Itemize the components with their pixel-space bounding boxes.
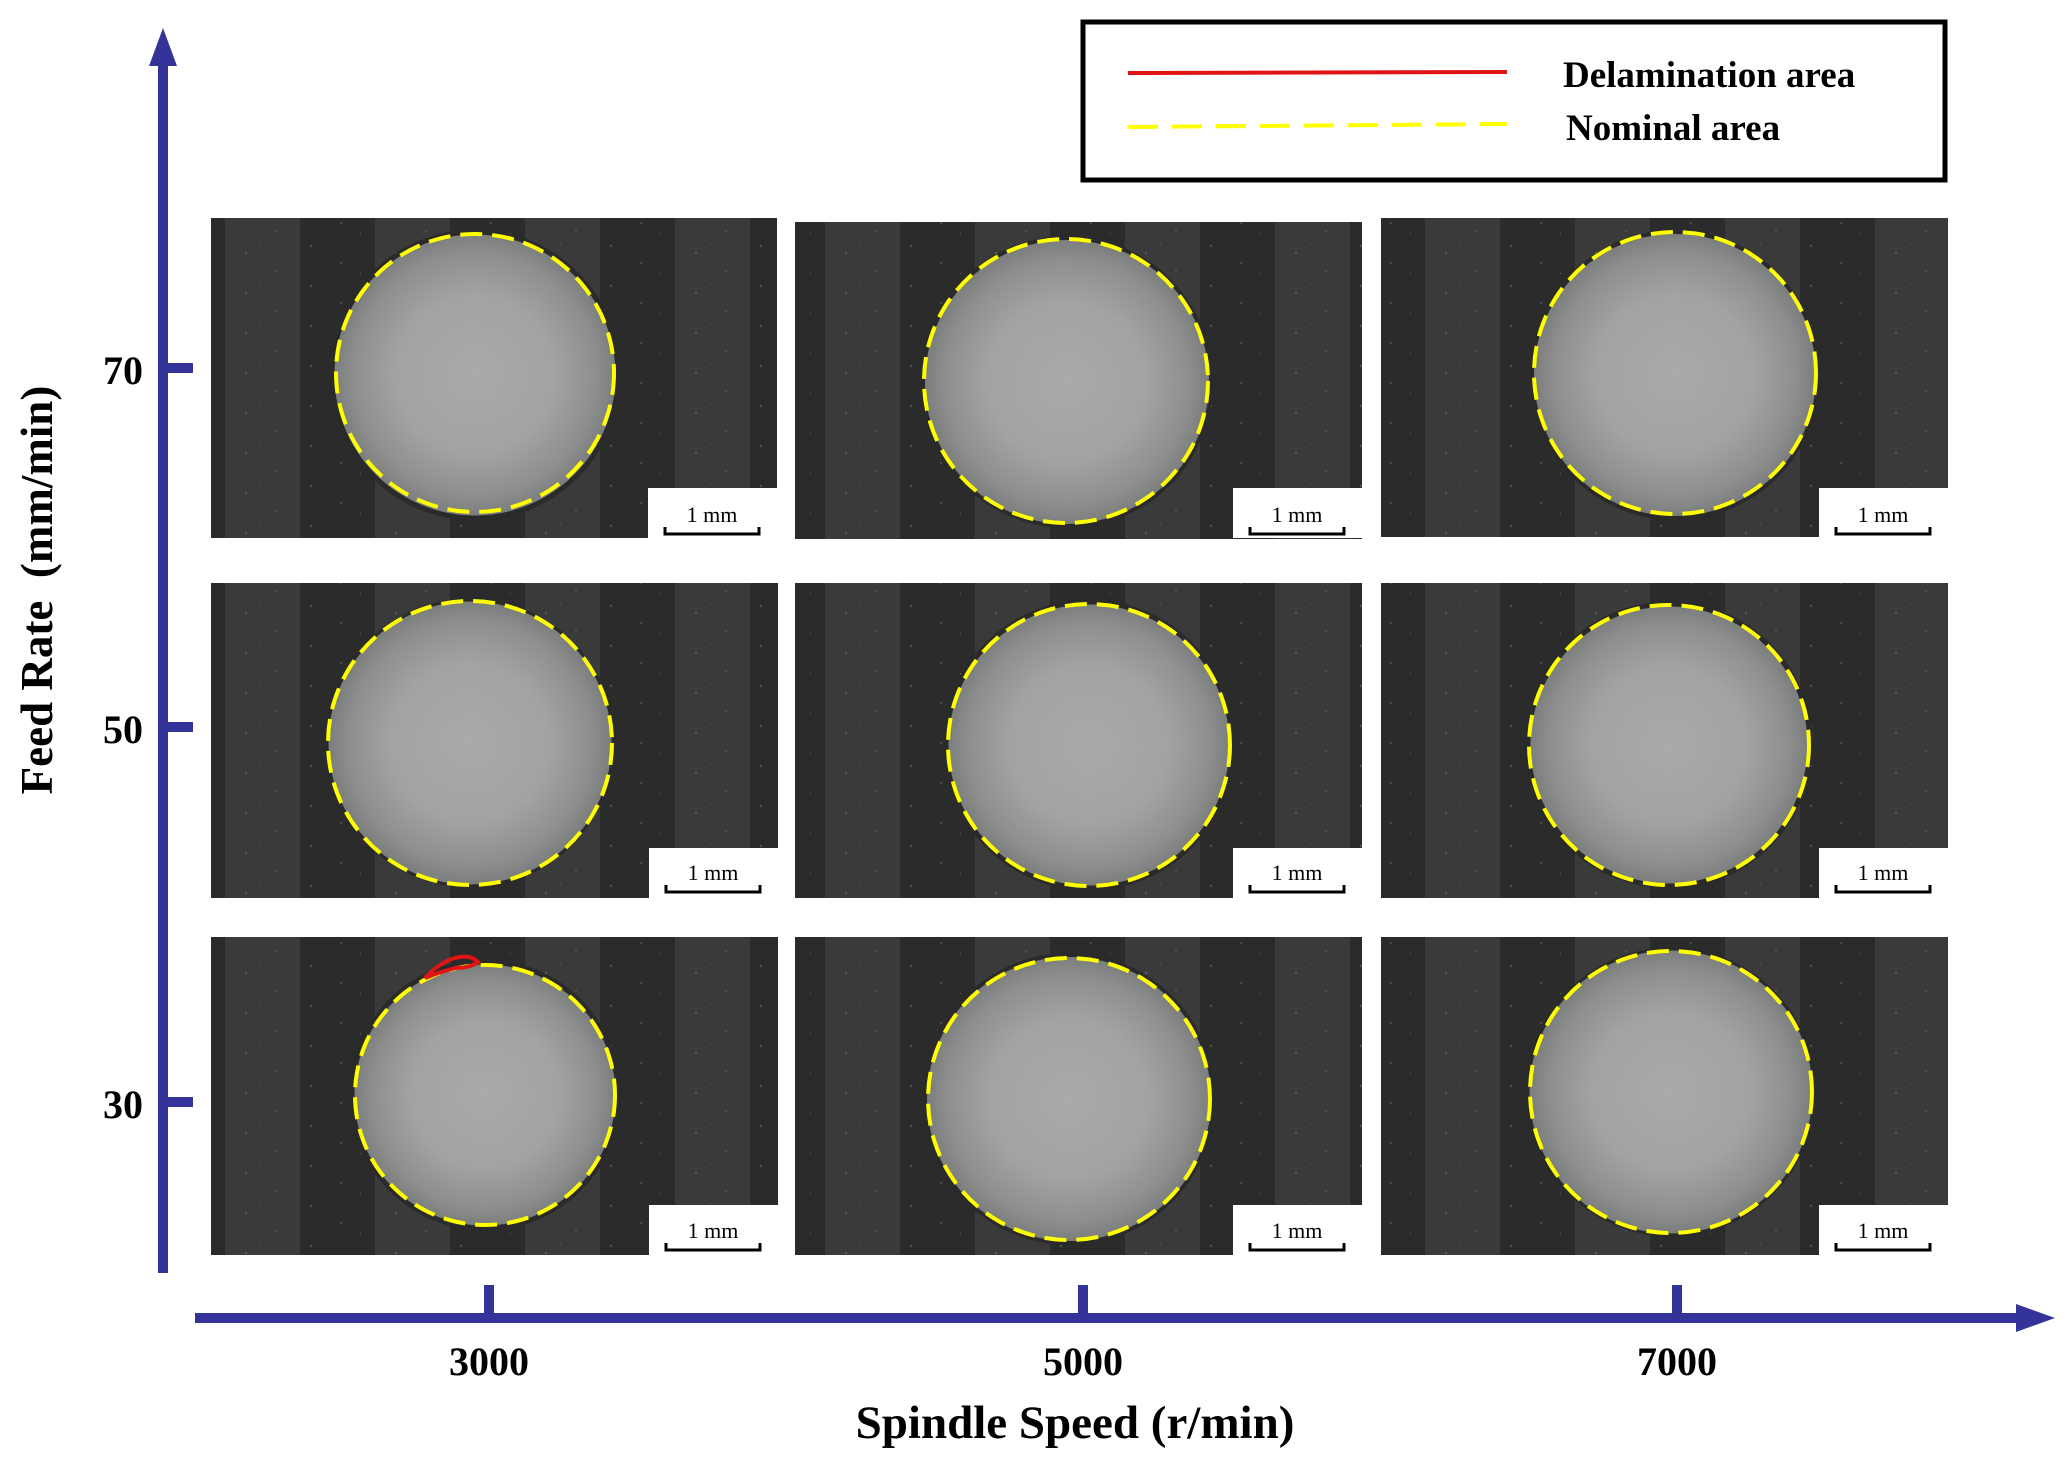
delamination-area <box>423 954 482 980</box>
y-tick-label-70: 70 <box>103 348 143 393</box>
scale-bar <box>664 1243 762 1252</box>
x-tick-label-3000: 3000 <box>449 1339 529 1384</box>
nominal-legend-line <box>1127 122 1508 129</box>
scale-bar-box <box>1819 1205 1948 1255</box>
panel-50-7000: 1 mm <box>1381 583 1948 898</box>
scale-bar-box <box>1233 848 1362 898</box>
nominal-circle <box>922 237 1210 525</box>
panel-70-3000: 1 mm <box>211 218 777 538</box>
y-tick-label-50: 50 <box>103 707 143 752</box>
x-tick-label-5000: 5000 <box>1043 1339 1123 1384</box>
x-tick-label-7000: 7000 <box>1637 1339 1717 1384</box>
delamination-legend-label: Delamination area <box>1563 55 1855 96</box>
scale-bar-label: 1 mm <box>1858 1218 1909 1243</box>
nominal-circle <box>1527 603 1811 887</box>
scale-bar-label: 1 mm <box>1858 860 1909 885</box>
scale-bar-box <box>649 848 778 898</box>
panel-50-3000: 1 mm <box>211 583 778 898</box>
legend-box <box>1080 19 1948 183</box>
y-axis: 70 50 30 Feed Rate (mm/min) <box>12 28 193 1273</box>
scale-bar-box <box>649 1205 778 1255</box>
panel-70-5000: 1 mm <box>795 222 1362 539</box>
nominal-circle <box>926 956 1212 1242</box>
scale-bar-box <box>648 488 777 538</box>
panel-30-7000: 1 mm <box>1381 937 1948 1255</box>
nominal-circle <box>326 599 614 887</box>
scale-bar <box>1834 527 1932 536</box>
scale-bar <box>664 885 762 894</box>
panel-50-5000: 1 mm <box>795 583 1362 898</box>
y-axis-arrowhead <box>149 28 177 66</box>
panel-30-5000: 1 mm <box>795 937 1362 1255</box>
scale-bar <box>1248 885 1346 894</box>
scale-bar-box <box>1819 848 1948 898</box>
scale-bar <box>1834 1243 1932 1252</box>
delamination-legend-line <box>1127 70 1508 75</box>
x-axis: 3000 5000 7000 Spindle Speed (r/min) <box>195 1285 2055 1449</box>
hole <box>921 236 1213 528</box>
scale-bar-label: 1 mm <box>1858 502 1909 527</box>
x-axis-arrowhead <box>2016 1304 2055 1332</box>
hole <box>923 953 1215 1245</box>
nominal-circle <box>1528 949 1814 1235</box>
panel-70-7000: 1 mm <box>1381 218 1948 538</box>
scale-bar-box <box>1819 488 1948 538</box>
x-axis-label: Spindle Speed (r/min) <box>856 1397 1295 1449</box>
y-tick-label-30: 30 <box>103 1082 143 1127</box>
nominal-legend-label: Nominal area <box>1566 108 1780 149</box>
scale-bar-label: 1 mm <box>688 1218 739 1243</box>
scale-bar-label: 1 mm <box>1272 1218 1323 1243</box>
nominal-circle <box>353 963 617 1227</box>
scale-bar <box>663 527 761 536</box>
scale-bar-label: 1 mm <box>688 860 739 885</box>
scale-bar-label: 1 mm <box>687 502 738 527</box>
nominal-circle <box>946 602 1232 888</box>
scale-bar-label: 1 mm <box>1272 860 1323 885</box>
nominal-circle <box>334 232 616 514</box>
legend: Delamination area Nominal area <box>1080 19 1948 183</box>
y-axis-label: Feed Rate (mm/min) <box>12 386 62 795</box>
scale-bar <box>1248 1243 1346 1252</box>
panel-30-3000: 1 mm <box>211 937 778 1255</box>
scale-bar-box <box>1233 488 1362 538</box>
hole <box>1530 230 1820 520</box>
scale-bar-label: 1 mm <box>1272 502 1323 527</box>
hole <box>349 959 621 1231</box>
scale-bar <box>1248 527 1346 536</box>
scale-bar-box <box>1233 1205 1362 1255</box>
nominal-circle <box>1532 230 1818 516</box>
scale-bar <box>1834 885 1932 894</box>
panel-grid: 1 mm 1 mm 1 mm 1 mm <box>211 218 1948 1255</box>
